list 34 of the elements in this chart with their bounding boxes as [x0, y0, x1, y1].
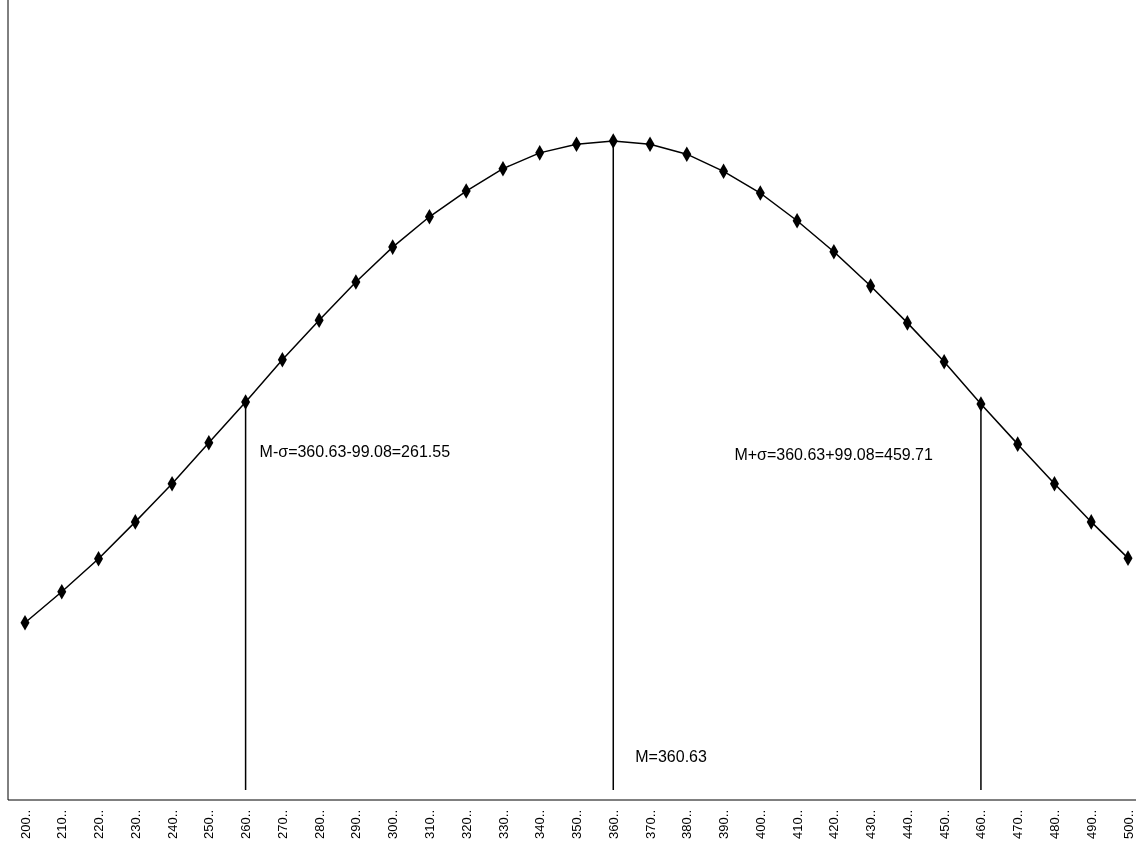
x-tick-label: 270.. — [274, 810, 290, 839]
x-tick-label: 460.. — [973, 810, 989, 839]
x-tick-label: 340.. — [532, 810, 548, 839]
x-tick-label: 480.. — [1047, 810, 1063, 839]
x-tick-label: 500.. — [1120, 810, 1136, 839]
x-tick-label: 470.. — [1010, 810, 1026, 839]
x-tick-label: 390.. — [716, 810, 732, 839]
ref-line-label: M-σ=360.63-99.08=261.55 — [259, 443, 451, 460]
x-tick-label: 260.. — [238, 810, 254, 839]
x-tick-label: 280.. — [311, 810, 327, 839]
x-tick-label: 220.. — [91, 810, 107, 839]
x-tick-label: 200.. — [17, 810, 33, 839]
x-tick-label: 330.. — [495, 810, 511, 839]
x-tick-label: 210.. — [54, 810, 70, 839]
ref-line-label: M+σ=360.63+99.08=459.71 — [734, 446, 934, 463]
x-tick-label: 380.. — [679, 810, 695, 839]
x-tick-label: 320.. — [458, 810, 474, 839]
x-tick-label: 360.. — [605, 810, 621, 839]
x-tick-label: 290.. — [348, 810, 364, 839]
x-tick-label: 230.. — [127, 810, 143, 839]
x-tick-label: 240.. — [164, 810, 180, 839]
x-tick-label: 300.. — [385, 810, 401, 839]
x-tick-label: 410.. — [789, 810, 805, 839]
x-tick-label: 350.. — [569, 810, 585, 839]
x-tick-label: 440.. — [899, 810, 915, 839]
x-tick-label: 250.. — [201, 810, 217, 839]
x-tick-label: 430.. — [863, 810, 879, 839]
ref-line-label: M=360.63 — [635, 748, 707, 765]
x-tick-label: 370.. — [642, 810, 658, 839]
x-tick-label: 490.. — [1083, 810, 1099, 839]
x-tick-label: 310.. — [421, 810, 437, 839]
x-tick-label: 450.. — [936, 810, 952, 839]
x-tick-label: 420.. — [826, 810, 842, 839]
x-tick-label: 400.. — [752, 810, 768, 839]
